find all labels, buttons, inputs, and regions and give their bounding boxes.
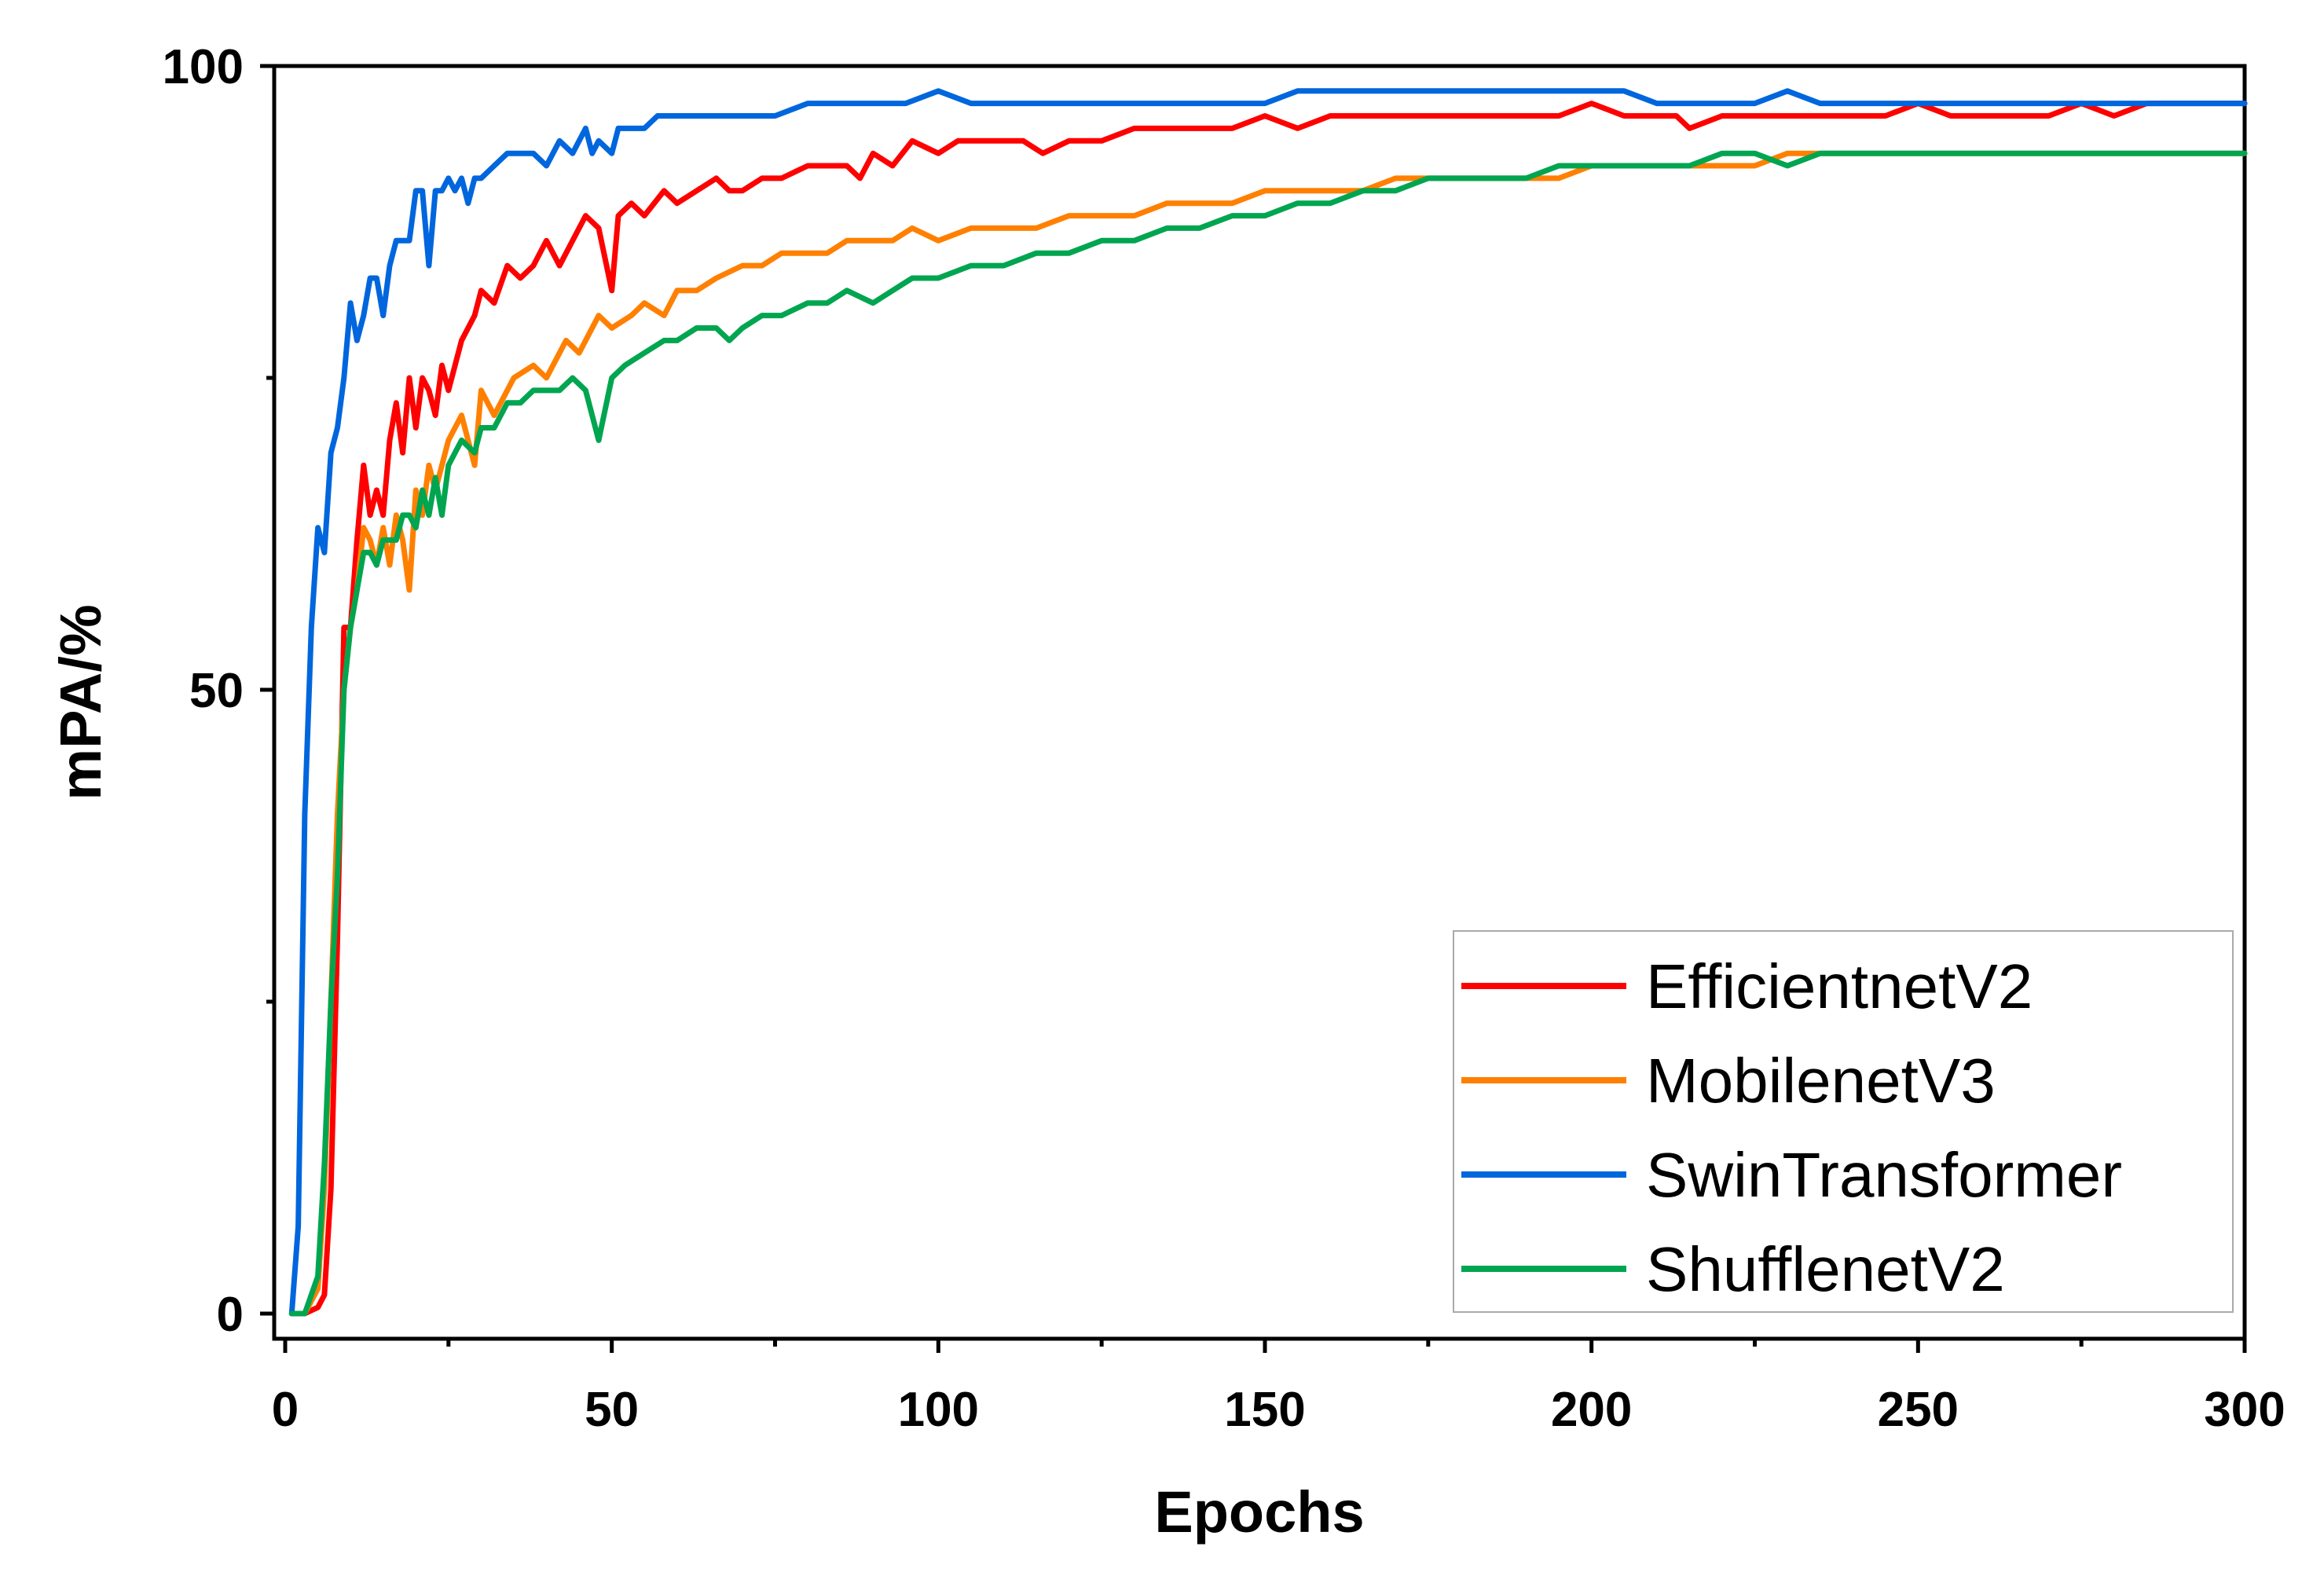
legend-label-efficientnetv2: EfficientnetV2	[1646, 951, 2033, 1021]
series-line-mobilenetv3	[288, 150, 2248, 1317]
y-tick-label: 50	[189, 664, 244, 718]
legend-label-shufflenetv2: ShufflenetV2	[1646, 1234, 2005, 1304]
legend-box	[1453, 930, 2234, 1313]
x-tick-label: 0	[272, 1383, 299, 1437]
x-tick-label: 150	[1224, 1383, 1305, 1437]
legend-label-swintransformer: SwinTransformer	[1646, 1140, 2122, 1210]
x-tick-label: 100	[898, 1383, 979, 1437]
x-axis: 0 50 100 150 200 250 300	[272, 1339, 2286, 1437]
series-layer	[288, 88, 2248, 1317]
y-axis: 0 50 100	[163, 40, 274, 1342]
legend-label-mobilenetv3: MobilenetV3	[1646, 1046, 1996, 1116]
x-axis-title: Epochs	[1154, 1479, 1364, 1545]
series-line-swintransformer	[288, 88, 2248, 1317]
x-tick-label: 300	[2204, 1383, 2285, 1437]
y-tick-label: 100	[163, 40, 244, 94]
x-tick-label: 50	[585, 1383, 639, 1437]
x-tick-label: 250	[1878, 1383, 1959, 1437]
x-tick-label: 200	[1551, 1383, 1632, 1437]
legend: EfficientnetV2 MobilenetV3 SwinTransformer…	[1453, 930, 2234, 1313]
y-tick-label: 0	[217, 1288, 244, 1342]
series-line-shufflenetv2	[288, 150, 2248, 1317]
plot-frame	[272, 64, 2247, 1341]
series-line-efficientnetv2	[288, 101, 2248, 1317]
y-axis-title: mPA/%	[48, 604, 113, 800]
